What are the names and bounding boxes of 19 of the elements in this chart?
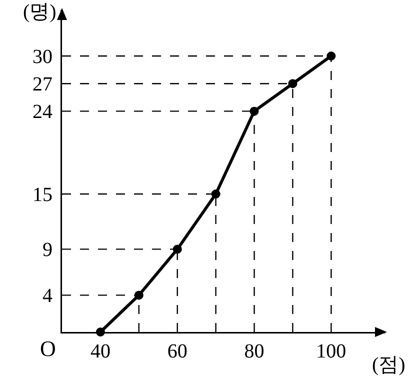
y-tick-label: 4 <box>42 285 52 308</box>
y-tick-label: 30 <box>32 46 52 68</box>
point <box>134 290 144 300</box>
point <box>288 79 298 88</box>
x-tick-label: 100 <box>316 340 346 362</box>
point <box>326 52 336 60</box>
x-axis-title: (점) <box>372 354 406 376</box>
x-tick-label: 60 <box>167 340 188 362</box>
text: O <box>40 336 56 361</box>
point <box>211 190 220 198</box>
y-tick-label: 27 <box>32 74 52 96</box>
y-tick-label: 9 <box>42 239 52 262</box>
x-tick-label: 40 <box>90 340 110 362</box>
y-tick-label: 15 <box>32 184 52 206</box>
point <box>250 106 259 116</box>
y-tick-label: 24 <box>32 101 52 124</box>
x-tick-label: 80 <box>244 340 264 362</box>
y-axis-title: (명) <box>23 1 56 23</box>
point <box>172 244 182 254</box>
